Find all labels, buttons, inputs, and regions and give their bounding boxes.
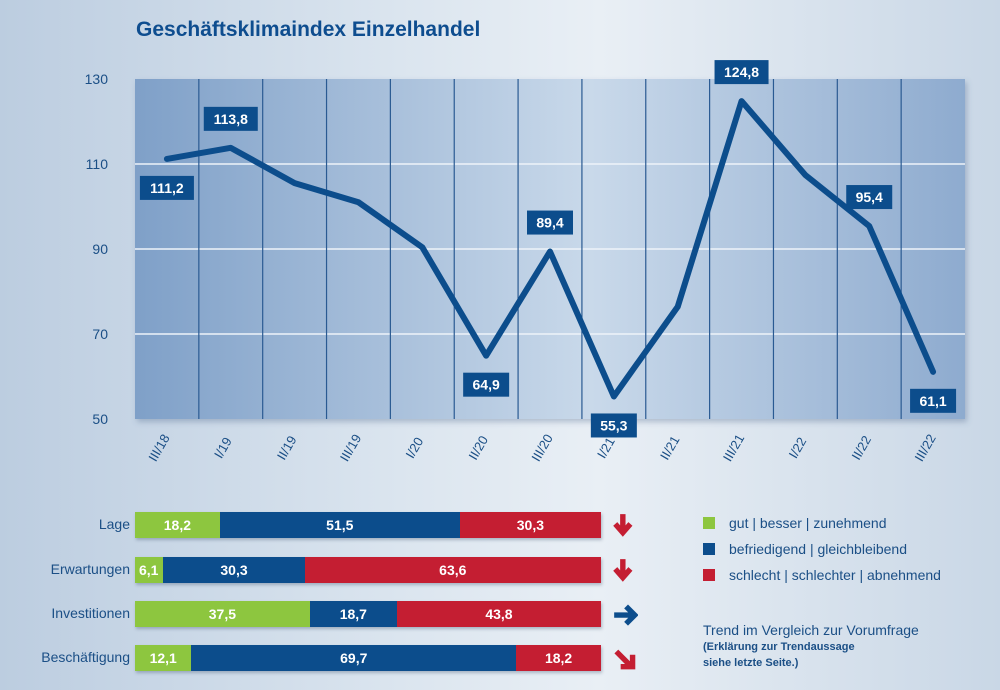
x-tick-label: I/19	[211, 435, 235, 461]
bar-segment-label: 6,1	[139, 562, 159, 578]
bar-row: Erwartungen 6,1 30,3 63,6	[0, 557, 1000, 583]
bar-segment-label: 18,2	[544, 650, 573, 666]
data-label-text: 55,3	[600, 417, 627, 433]
bar-segment-good: 12,1	[135, 645, 192, 671]
data-label-text: 95,4	[856, 189, 883, 205]
bar-segment-neutral: 51,5	[219, 512, 460, 538]
bar-row: Beschäftigung 12,1 69,7 18,2	[0, 645, 1000, 671]
x-tick-label: I/22	[786, 435, 810, 461]
arrow-down-icon	[612, 512, 638, 538]
legend-swatch-blue	[703, 543, 715, 555]
data-label: 89,4	[527, 210, 573, 235]
x-tick-label: III/19	[337, 431, 364, 464]
x-tick-label: I/21	[594, 435, 618, 461]
bar-segment-good: 37,5	[135, 601, 310, 627]
x-tick-label: I/20	[402, 435, 426, 461]
bar-segment-bad: 43,8	[396, 601, 601, 627]
stacked-bar: 12,1 69,7 18,2	[135, 645, 601, 671]
data-label-box	[139, 175, 194, 200]
data-label: 95,4	[846, 185, 893, 210]
x-tick-label: III/22	[911, 431, 938, 464]
trend-note-line2: siehe letzte Seite.)	[703, 657, 799, 669]
x-tick-label: III/18	[145, 431, 172, 464]
bar-segment-bad: 30,3	[459, 512, 601, 538]
stacked-bar: 37,5 18,7 43,8	[135, 601, 601, 627]
trend-note-line1: (Erklärung zur Trendaussage	[703, 641, 855, 653]
data-label-text: 64,9	[473, 377, 500, 393]
data-label-box	[590, 413, 637, 438]
chart-title: Geschäftsklimaindex Einzelhandel	[136, 18, 481, 41]
arrow-right-icon	[612, 601, 639, 627]
data-label-box	[910, 388, 957, 413]
bar-row: Lage 18,2 51,5 30,3	[0, 512, 1000, 538]
data-label: 124,8	[714, 60, 769, 85]
data-label-box	[463, 372, 510, 397]
bar-segment-label: 63,6	[439, 562, 467, 578]
bar-segment-label: 18,7	[339, 606, 367, 622]
bar-segment-neutral: 18,7	[309, 601, 397, 627]
data-label-text: 113,8	[214, 111, 248, 127]
data-label-text: 89,4	[536, 215, 563, 231]
legend-label: befriedigend | gleichbleibend	[729, 541, 907, 557]
legend-item-bad: schlecht | schlechter | abnehmend	[703, 562, 941, 588]
legend-item-good: gut | besser | zunehmend	[703, 510, 941, 536]
bar-segment-good: 6,1	[135, 557, 164, 583]
bar-segment-label: 18,2	[163, 517, 192, 533]
bar-segment-label: 43,8	[485, 606, 513, 622]
x-tick-label: II/20	[465, 433, 491, 462]
y-tick-label: 70	[92, 326, 108, 342]
bar-segment-neutral: 30,3	[163, 557, 305, 583]
data-label-text: 124,8	[724, 64, 759, 80]
data-label-box	[203, 106, 258, 131]
x-tick-label: III/20	[528, 431, 555, 464]
x-tick-label: II/21	[657, 433, 683, 462]
bar-segment-label: 30,3	[516, 517, 544, 533]
y-tick-label: 130	[85, 71, 109, 87]
bar-segment-label: 30,3	[220, 562, 248, 578]
data-label: 55,3	[590, 413, 637, 438]
legend-label: schlecht | schlechter | abnehmend	[729, 567, 941, 583]
bar-category-label: Lage	[98, 516, 130, 532]
x-tick-label: II/22	[849, 433, 875, 462]
arrow-down-right-icon	[612, 645, 638, 671]
series-line	[163, 98, 937, 400]
bar-category-label: Investitionen	[51, 605, 130, 621]
data-label: 64,9	[463, 372, 510, 397]
data-label: 111,2	[139, 175, 194, 200]
legend-swatch-red	[703, 569, 715, 581]
bar-segment-good: 18,2	[135, 512, 220, 538]
bar-segment-label: 51,5	[326, 517, 354, 533]
data-label-box	[846, 185, 893, 210]
stacked-bar: 6,1 30,3 63,6	[135, 557, 601, 583]
data-label-box	[714, 60, 769, 85]
data-label-box	[527, 210, 573, 235]
arrow-down-icon	[612, 557, 638, 583]
data-label: 113,8	[203, 106, 258, 131]
legend-label: gut | besser | zunehmend	[729, 515, 887, 531]
x-tick-label: III/21	[720, 431, 747, 464]
y-tick-label: 90	[92, 241, 108, 257]
y-tick-label: 110	[86, 156, 109, 172]
bar-segment-bad: 18,2	[516, 645, 601, 671]
line-chart: 50 70 90 110 130 III/18 I/19 II/19 III/19 I/20 II…	[85, 60, 965, 464]
trend-note: Trend im Vergleich zur Vorumfrage (Erklä…	[703, 622, 919, 670]
legend-swatch-green	[703, 517, 715, 529]
stacked-bar: 18,2 51,5 30,3	[135, 512, 601, 538]
trend-note-title: Trend im Vergleich zur Vorumfrage	[703, 622, 919, 638]
x-tick-label: II/19	[274, 433, 300, 462]
bar-segment-bad: 63,6	[304, 557, 601, 583]
y-tick-label: 50	[92, 411, 108, 427]
data-label-text: 61,1	[919, 393, 946, 409]
data-label: 61,1	[910, 388, 957, 413]
data-label-text: 111,2	[150, 180, 184, 196]
bar-segment-label: 69,7	[340, 650, 368, 666]
bar-segment-label: 12,1	[149, 650, 177, 666]
bar-row: Investitionen 37,5 18,7 43,8	[0, 601, 1000, 627]
bar-segment-label: 37,5	[208, 606, 236, 622]
legend: gut | besser | zunehmend befriedigend | …	[703, 510, 941, 588]
bar-category-label: Beschäftigung	[41, 649, 130, 665]
bar-segment-neutral: 69,7	[191, 645, 517, 671]
bar-category-label: Erwartungen	[50, 561, 130, 577]
legend-item-neutral: befriedigend | gleichbleibend	[703, 536, 941, 562]
